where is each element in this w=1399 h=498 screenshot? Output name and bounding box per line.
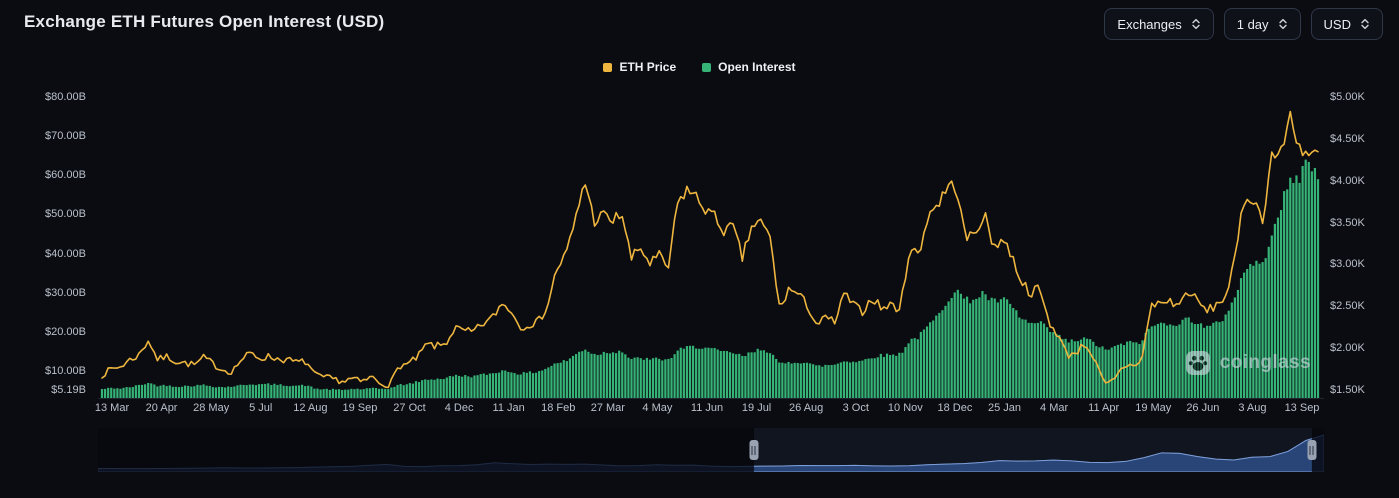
- y-right-tick: $4.00K: [1330, 174, 1365, 187]
- x-axis-tick: 11 Jun: [690, 402, 724, 414]
- x-axis-tick: 5 Jul: [249, 402, 273, 414]
- x-axis-tick: 4 Mar: [1040, 402, 1069, 414]
- y-left-tick: $5.19B: [51, 384, 86, 396]
- x-axis-tick: 27 Oct: [393, 402, 426, 414]
- x-axis-tick: 19 Sep: [342, 402, 378, 414]
- x-axis-tick: 11 Apr: [1088, 402, 1120, 414]
- exchanges-dropdown-label: Exchanges: [1117, 16, 1182, 32]
- y-left-tick: $70.00B: [45, 130, 86, 143]
- x-axis-tick: 19 May: [1135, 402, 1172, 414]
- interval-dropdown-label: 1 day: [1236, 16, 1269, 32]
- x-axis-tick: 28 May: [193, 402, 230, 414]
- page-title: Exchange ETH Futures Open Interest (USD): [24, 12, 385, 31]
- y-left-tick: $40.00B: [45, 247, 86, 260]
- y-right-tick: $2.50K: [1330, 300, 1365, 313]
- unfold-caret-icon: [1192, 18, 1200, 30]
- y-left-tick: $30.00B: [45, 286, 86, 299]
- legend-open-interest-label: Open Interest: [718, 60, 796, 74]
- x-axis-tick: 18 Feb: [541, 402, 576, 414]
- navigator-selected-window[interactable]: [753, 428, 1312, 472]
- x-axis-tick: 13 Sep: [1284, 402, 1320, 414]
- x-axis-tick: 26 Jun: [1186, 402, 1220, 414]
- y-right-tick: $4.50K: [1330, 132, 1365, 145]
- y-right-tick: $3.50K: [1330, 216, 1365, 229]
- interval-dropdown[interactable]: 1 day: [1223, 8, 1301, 40]
- chart-legend: ETH Price Open Interest: [0, 60, 1399, 74]
- x-axis: 13 Mar 20 Apr 28 May 5 Jul 12 Aug 19 Sep 27 Oc…: [94, 402, 1324, 418]
- y-left-tick: $50.00B: [45, 208, 86, 221]
- coinglass-paw-icon: [1185, 351, 1210, 375]
- x-axis-tick: 11 Jan: [492, 402, 525, 414]
- y-left-tick: $20.00B: [45, 325, 86, 338]
- open-interest-swatch-icon: [702, 62, 712, 72]
- chart-controls: Exchanges 1 day USD: [1104, 8, 1383, 40]
- legend-open-interest[interactable]: Open Interest: [702, 60, 796, 74]
- y-right-tick: $2.00K: [1330, 342, 1365, 355]
- y-left-tick: $60.00B: [45, 169, 86, 182]
- navigator-left-handle[interactable]: [749, 440, 759, 460]
- x-axis-tick: 4 May: [642, 402, 673, 414]
- eth-price-swatch-icon: [603, 62, 613, 72]
- y-left-tick: $80.00B: [45, 91, 86, 103]
- unfold-caret-icon: [1361, 18, 1369, 30]
- unfold-caret-icon: [1278, 18, 1287, 30]
- x-axis-tick: 10 Nov: [887, 402, 923, 414]
- y-right-tick: $1.50K: [1330, 384, 1365, 396]
- x-axis-tick: 19 Jul: [741, 402, 772, 414]
- x-axis-tick: 26 Aug: [789, 402, 824, 414]
- x-axis-tick: 20 Apr: [145, 402, 178, 414]
- x-axis-tick: 27 Mar: [590, 402, 625, 414]
- watermark: coinglass: [1185, 350, 1311, 376]
- x-axis-tick: 3 Oct: [842, 402, 869, 414]
- legend-eth-price-label: ETH Price: [619, 60, 677, 74]
- left-axis: $80.00B $70.00B $60.00B $50.00B $40.00B $30.0…: [0, 90, 92, 400]
- legend-eth-price[interactable]: ETH Price: [603, 60, 676, 74]
- currency-dropdown-label: USD: [1323, 16, 1351, 32]
- right-axis: $5.00K $4.50K $4.00K $3.50K $3.00K $2.50K $2.0…: [1330, 90, 1396, 400]
- y-right-tick: $3.00K: [1330, 258, 1365, 271]
- main-chart-canvas[interactable]: [98, 90, 1324, 400]
- x-axis-tick: 3 Aug: [1238, 402, 1267, 414]
- watermark-text: coinglass: [1219, 352, 1311, 373]
- navigator-right-handle[interactable]: [1307, 440, 1317, 460]
- y-left-tick: $10.00B: [45, 365, 86, 378]
- x-axis-tick: 25 Jan: [987, 402, 1022, 414]
- y-right-tick: $5.00K: [1330, 91, 1365, 103]
- range-navigator: [98, 428, 1324, 472]
- x-axis-tick: 12 Aug: [293, 402, 328, 414]
- x-axis-tick: 4 Dec: [444, 402, 474, 414]
- x-axis-tick: 13 Mar: [94, 402, 130, 414]
- currency-dropdown[interactable]: USD: [1310, 8, 1383, 40]
- exchanges-dropdown[interactable]: Exchanges: [1104, 8, 1214, 40]
- x-axis-tick: 18 Dec: [937, 402, 973, 414]
